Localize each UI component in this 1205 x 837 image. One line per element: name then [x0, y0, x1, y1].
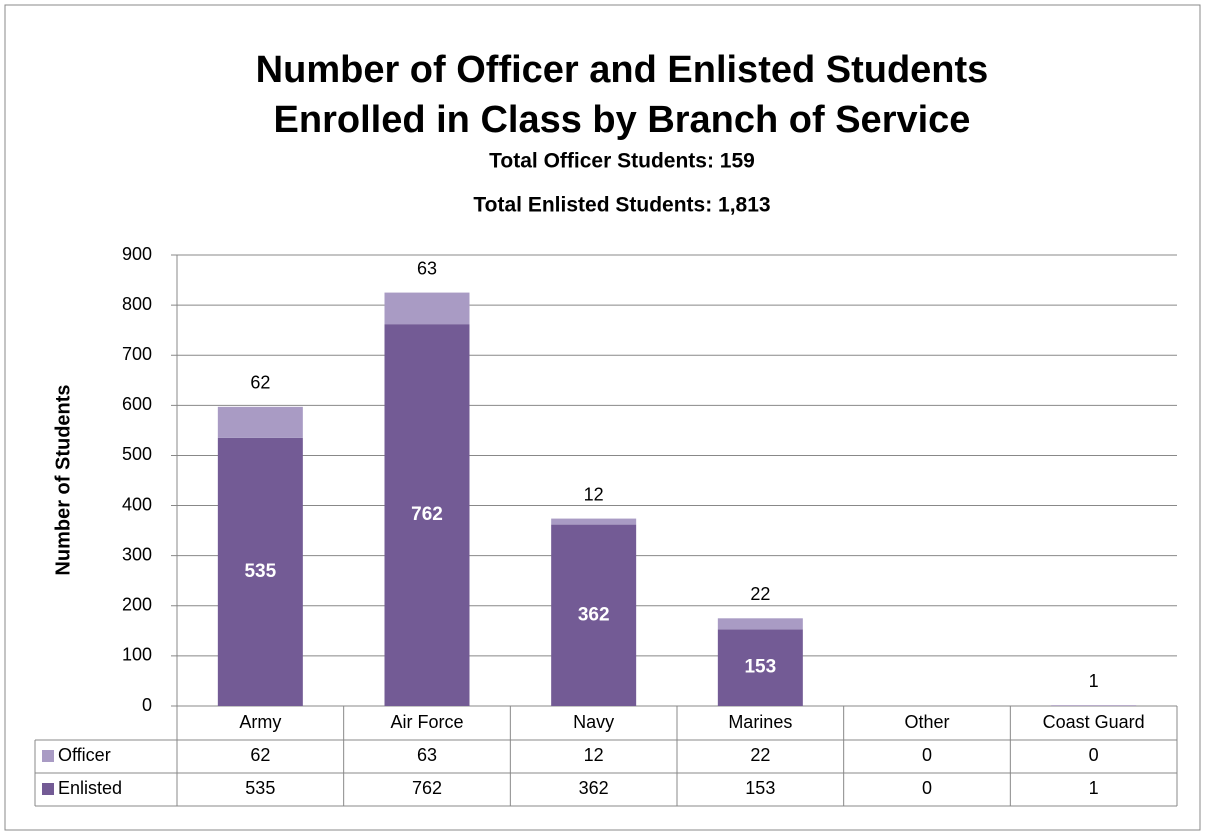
x-tick-label: Navy — [573, 712, 614, 732]
legend-label: Officer — [58, 745, 111, 765]
y-tick-label: 700 — [122, 344, 152, 364]
table-cell: 1 — [1089, 778, 1099, 798]
x-tick-label: Other — [904, 712, 949, 732]
y-tick-label: 500 — [122, 444, 152, 464]
y-axis-label: Number of Students — [52, 384, 74, 575]
legend-label: Enlisted — [58, 778, 122, 798]
data-label: 1 — [1089, 671, 1099, 691]
table-cell: 12 — [584, 745, 604, 765]
table-cell: 762 — [412, 778, 442, 798]
bar-segment — [551, 524, 637, 706]
data-label: 362 — [578, 604, 610, 625]
table-cell: 153 — [745, 778, 775, 798]
y-tick-label: 400 — [122, 494, 152, 514]
data-label: 762 — [411, 504, 443, 525]
y-tick-label: 200 — [122, 595, 152, 615]
x-tick-label: Coast Guard — [1043, 712, 1145, 732]
table-cell: 62 — [250, 745, 270, 765]
chart-subtitle: Total Officer Students: 159 — [489, 150, 755, 173]
x-tick-label: Army — [239, 712, 281, 732]
table-cell: 0 — [922, 745, 932, 765]
data-label: 22 — [750, 584, 770, 604]
x-tick-label: Marines — [728, 712, 792, 732]
y-tick-label: 100 — [122, 645, 152, 665]
chart-title: Number of Officer and Enlisted Students — [256, 49, 989, 91]
bar-segment — [384, 292, 470, 325]
data-label: 153 — [744, 657, 776, 678]
data-label: 535 — [244, 561, 276, 582]
bar-segment — [551, 518, 637, 525]
y-tick-label: 600 — [122, 394, 152, 414]
y-tick-label: 300 — [122, 544, 152, 564]
chart-title: Enrolled in Class by Branch of Service — [274, 99, 971, 141]
y-tick-label: 900 — [122, 244, 152, 264]
table-cell: 0 — [1089, 745, 1099, 765]
chart-subtitle: Total Enlisted Students: 1,813 — [473, 194, 770, 217]
bar-segment — [717, 618, 803, 630]
x-tick-label: Air Force — [390, 712, 463, 732]
bar-segment — [717, 629, 803, 706]
legend-key — [42, 783, 54, 795]
bar-segment — [384, 324, 470, 706]
y-tick-label: 800 — [122, 294, 152, 314]
bar-segment — [217, 406, 303, 438]
chart-border — [4, 4, 1201, 831]
bar-segment — [1051, 705, 1137, 706]
table-cell: 0 — [922, 778, 932, 798]
legend-key — [42, 750, 54, 762]
table-cell: 63 — [417, 745, 437, 765]
bar-segment — [217, 437, 303, 706]
table-cell: 535 — [245, 778, 275, 798]
y-tick-label: 0 — [142, 695, 152, 715]
table-cell: 22 — [750, 745, 770, 765]
table-cell: 362 — [579, 778, 609, 798]
data-label: 63 — [417, 258, 437, 278]
data-label: 62 — [250, 373, 270, 393]
data-label: 12 — [584, 484, 604, 504]
